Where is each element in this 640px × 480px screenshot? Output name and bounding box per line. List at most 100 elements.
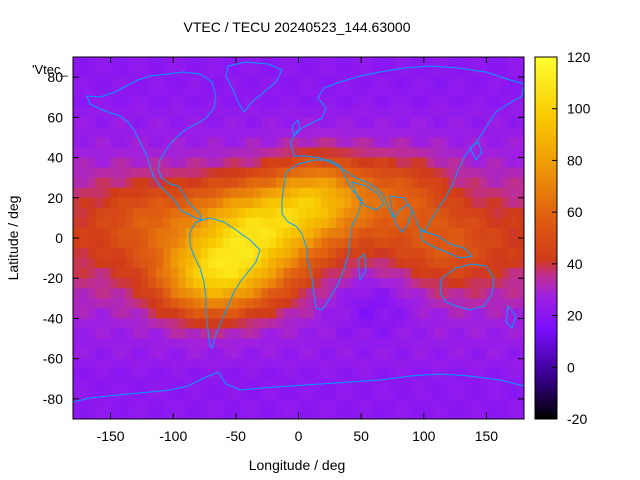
heatmap-cell <box>298 288 307 299</box>
heatmap-cell <box>403 388 412 400</box>
heatmap-cell <box>73 197 82 209</box>
heatmap-cell <box>358 117 367 128</box>
heatmap-cell <box>118 378 127 390</box>
heatmap-cell <box>471 348 480 360</box>
heatmap-cell <box>448 368 457 380</box>
heatmap-cell <box>403 107 412 118</box>
heatmap-cell <box>268 127 277 139</box>
heatmap-cell <box>253 388 262 400</box>
heatmap-cell <box>140 77 149 88</box>
heatmap-cell <box>321 187 330 199</box>
heatmap-cell <box>321 278 330 289</box>
heatmap-cell <box>268 348 277 360</box>
heatmap-cell <box>95 57 104 68</box>
x-tick-label: 50 <box>353 428 369 444</box>
heatmap-cell <box>155 288 164 299</box>
heatmap-cell <box>193 187 202 199</box>
heatmap-cell <box>118 157 127 169</box>
heatmap-cell <box>290 408 300 419</box>
heatmap-cell <box>140 67 149 78</box>
heatmap-cell <box>358 368 367 380</box>
heatmap-cell <box>441 408 450 419</box>
heatmap-cell <box>456 308 465 320</box>
heatmap-cell <box>215 87 224 98</box>
coastline-north-america <box>86 71 217 221</box>
heatmap-cell <box>388 368 397 380</box>
heatmap-cell <box>268 137 277 149</box>
heatmap-cell <box>73 268 82 279</box>
heatmap-cell <box>178 398 187 410</box>
heatmap-cell <box>336 67 345 78</box>
heatmap-cell <box>163 127 172 139</box>
heatmap-cell <box>95 298 104 309</box>
heatmap-cell <box>223 147 232 159</box>
heatmap-cell <box>306 97 315 108</box>
heatmap-cell <box>155 398 164 410</box>
heatmap-cell <box>215 137 224 149</box>
heatmap-cell <box>478 348 488 360</box>
heatmap-cell <box>200 127 209 139</box>
heatmap-cell <box>163 87 172 98</box>
heatmap-cell <box>275 97 285 108</box>
colorbar-tick-label: 100 <box>567 101 591 117</box>
heatmap-cell <box>448 318 457 330</box>
heatmap-cell <box>366 87 375 98</box>
heatmap-cell <box>463 227 472 239</box>
heatmap-cell <box>148 87 157 98</box>
heatmap-cell <box>373 77 382 88</box>
heatmap-cell <box>343 398 352 410</box>
heatmap-cell <box>358 378 367 390</box>
heatmap-cell <box>358 157 367 169</box>
heatmap-cell <box>456 77 465 88</box>
heatmap-cell <box>478 77 488 88</box>
heatmap-cell <box>486 157 495 169</box>
heatmap-cell <box>486 348 495 360</box>
heatmap-cell <box>313 318 322 330</box>
heatmap-cell <box>230 227 239 239</box>
heatmap-cell <box>268 117 277 128</box>
heatmap-cell <box>426 157 435 169</box>
heatmap-cell <box>351 238 360 249</box>
heatmap-cell <box>170 97 179 108</box>
heatmap-cell <box>478 358 488 370</box>
heatmap-cell <box>148 197 157 209</box>
heatmap-cell <box>118 147 127 159</box>
heatmap-cell <box>516 268 524 279</box>
heatmap-cell <box>193 217 202 229</box>
heatmap-cell <box>433 137 442 149</box>
heatmap-cell <box>193 308 202 320</box>
heatmap-cell <box>88 87 97 98</box>
heatmap-cell <box>238 278 247 289</box>
heatmap-cell <box>441 217 450 229</box>
heatmap-cell <box>411 197 420 209</box>
heatmap-cell <box>148 187 157 199</box>
heatmap-cell <box>110 378 119 390</box>
heatmap-cell <box>463 248 472 259</box>
heatmap-cell <box>396 177 405 189</box>
heatmap-cell <box>456 248 465 259</box>
heatmap-cell <box>178 318 187 330</box>
heatmap-cell <box>373 227 382 239</box>
heatmap-cell <box>133 348 142 360</box>
heatmap-cell <box>306 87 315 98</box>
heatmap-cell <box>73 87 82 98</box>
heatmap-cell <box>373 268 382 279</box>
heatmap-cell <box>95 227 104 239</box>
heatmap-cell <box>178 258 187 269</box>
heatmap-cell <box>343 217 352 229</box>
heatmap-cell <box>140 328 149 340</box>
heatmap-cell <box>351 77 360 88</box>
heatmap-cell <box>448 77 457 88</box>
heatmap-cell <box>448 408 457 419</box>
heatmap-cell <box>80 288 89 299</box>
heatmap-cell <box>80 87 89 98</box>
heatmap-cell <box>170 298 179 309</box>
heatmap-cell <box>80 197 89 209</box>
heatmap-cell <box>208 378 217 390</box>
heatmap-cell <box>178 197 187 209</box>
heatmap-cell <box>290 358 300 370</box>
heatmap-cell <box>245 238 254 249</box>
heatmap-cell <box>103 77 112 88</box>
heatmap-cell <box>381 197 390 209</box>
heatmap-cell <box>411 157 420 169</box>
